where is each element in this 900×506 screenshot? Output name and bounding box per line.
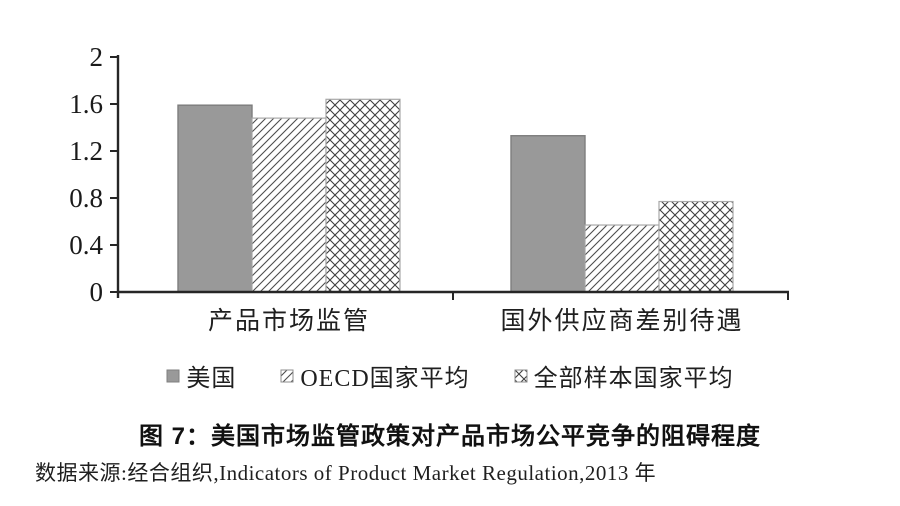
legend-marker-cross-hatch-icon — [514, 369, 528, 383]
bar-diagonal-hatch-group1 — [251, 117, 327, 293]
y-axis-tick-label: 0 — [90, 277, 104, 305]
bars-group — [177, 98, 734, 293]
category-label-product-market-regulation: 产品市场监管 — [207, 308, 371, 335]
bar-solid-gray-group2 — [510, 135, 586, 293]
bar-solid-gray-group1 — [177, 104, 253, 293]
bar-chart: 0 0.4 0.8 1.2 1.6 2 — [69, 42, 789, 305]
legend-item-oecd-average: OECD国家平均 — [280, 358, 469, 393]
legend-marker-solid-gray-icon — [166, 369, 180, 383]
y-axis-tick-label: 1.6 — [69, 89, 103, 119]
bar-diagonal-hatch-group2 — [584, 224, 660, 293]
category-label-foreign-supplier-treatment: 国外供应商差别待遇 — [500, 308, 744, 335]
legend-item-usa: 美国 — [166, 358, 236, 393]
legend-marker-diagonal-hatch-icon — [280, 369, 294, 383]
y-axis-tick-label: 2 — [90, 42, 104, 72]
figure-source: 数据来源:经合组织,Indicators of Product Market R… — [35, 461, 657, 485]
bar-cross-hatch-group1 — [325, 98, 401, 293]
legend-label-all-sample-average: 全部样本国家平均 — [533, 366, 734, 392]
y-axis-tick-label: 0.8 — [69, 183, 103, 213]
y-axis-tick-label: 0.4 — [69, 230, 103, 260]
legend-label-usa: 美国 — [186, 366, 237, 392]
legend-item-all-sample-average: 全部样本国家平均 — [514, 358, 734, 393]
y-axis-tick-label: 1.2 — [69, 136, 103, 166]
x-axis-ticks — [452, 292, 789, 300]
y-axis-ticks: 0 0.4 0.8 1.2 1.6 2 — [69, 42, 118, 305]
bar-cross-hatch-group2 — [658, 200, 734, 293]
figure-title: 图 7：美国市场监管政策对产品市场公平竞争的阻碍程度 — [138, 423, 761, 450]
legend: 美国 OECD国家平均 全部样本国家平均 — [0, 358, 900, 393]
legend-label-oecd-average: OECD国家平均 — [300, 366, 470, 392]
